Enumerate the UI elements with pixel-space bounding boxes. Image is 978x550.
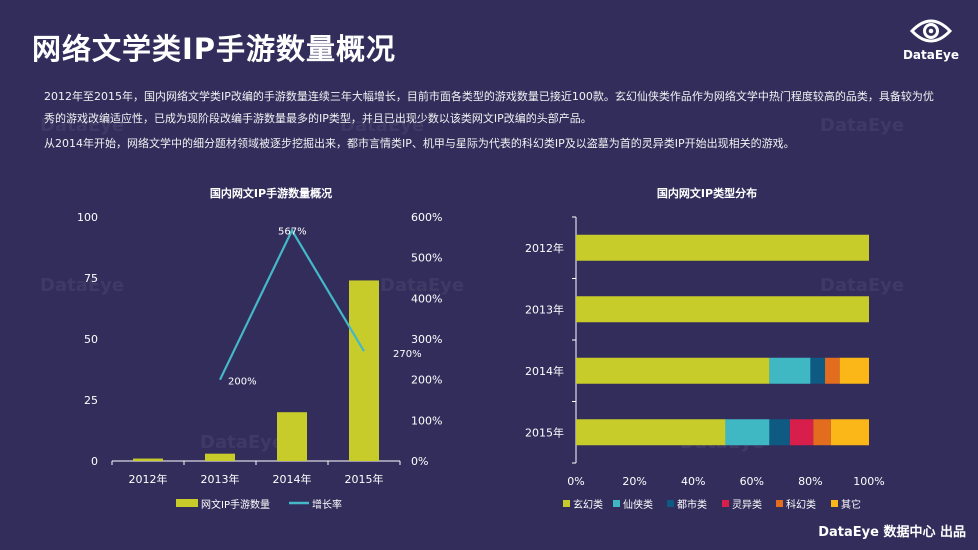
legend-swatch-xuanhuan [563, 500, 570, 507]
bar-segment-xuanhuan [576, 234, 869, 261]
legend-swatch-qita [831, 500, 838, 507]
bar-segment-xianxia [769, 357, 811, 384]
legend-label-game-count: 网文IP手游数量 [201, 498, 270, 511]
description-paragraph-1: 2012年至2015年，国内网络文学类IP改编的手游数量连续三年大幅增长，目前市… [44, 90, 934, 125]
bar-segment-xuanhuan [576, 357, 770, 384]
legend-swatch-xianxia [613, 500, 620, 507]
brand-logo: DataEye [896, 14, 966, 66]
legend-label-xianxia: 仙侠类 [623, 498, 653, 511]
legend-label-lingyi: 灵异类 [732, 498, 762, 511]
description-paragraph-2: 从2014年开始，网络文学中的细分题材领域被逐步挖掘出来，都市言情类IP、机甲与… [44, 137, 795, 150]
watermark: DataEye [40, 275, 125, 296]
bar-segment-xuanhuan [576, 296, 869, 323]
legend-label-xuanhuan: 玄幻类 [573, 498, 603, 511]
bar-segment-xianxia [725, 419, 770, 446]
y-left-tick-label: 75 [84, 272, 98, 285]
bar-game-count [277, 412, 307, 461]
bar-segment-xuanhuan [576, 419, 726, 446]
x-tick-label: 2012年 [129, 472, 168, 486]
x-tick-label: 2015年 [345, 472, 384, 486]
legend-label-dushi: 都市类 [677, 498, 707, 511]
y-left-tick-label: 50 [84, 333, 98, 346]
footer-credit: DataEye 数据中心 出品 [818, 525, 966, 540]
y-right-tick-label: 100% [411, 414, 442, 427]
bar-game-count [133, 458, 163, 461]
watermark: DataEye [820, 275, 905, 296]
x-tick-label: 100% [853, 475, 884, 488]
x-tick-label: 20% [622, 475, 646, 488]
y-right-tick-label: 500% [411, 252, 442, 265]
chart-title: 国内网文IP类型分布 [657, 186, 757, 200]
eye-icon [909, 19, 953, 43]
growth-rate-data-label: 567% [278, 226, 307, 237]
y-right-tick-label: 300% [411, 333, 442, 346]
line-growth-rate [219, 228, 365, 381]
bar-segment-kehuan [825, 357, 840, 384]
bar-segment-dushi [769, 419, 790, 446]
watermark: DataEye [340, 115, 425, 136]
y-tick-label: 2015年 [525, 425, 564, 439]
bar-segment-kehuan [813, 419, 831, 446]
description: 2012年至2015年，国内网络文学类IP改编的手游数量连续三年大幅增长，目前市… [44, 86, 944, 155]
watermark: DataEye [200, 432, 285, 453]
bar-game-count [349, 280, 379, 461]
bar-segment-lingyi [789, 419, 814, 446]
growth-rate-data-label: 200% [228, 377, 257, 388]
legend-label-growth-rate: 增长率 [312, 498, 342, 511]
brand-text: DataEye [902, 48, 960, 62]
watermark: DataEye [820, 115, 905, 136]
legend-swatch-kehuan [776, 500, 783, 507]
x-tick-label: 80% [798, 475, 822, 488]
legend-swatch-game-count [176, 499, 198, 507]
y-right-tick-label: 200% [411, 374, 442, 387]
growth-rate-data-label: 270% [393, 349, 422, 360]
bar-segment-qita [839, 357, 869, 384]
y-left-tick-label: 0 [91, 455, 98, 468]
legend-swatch-dushi [667, 500, 674, 507]
x-tick-label: 0% [567, 475, 584, 488]
chart-title: 国内网文IP手游数量概况 [210, 186, 332, 200]
x-tick-label: 2014年 [273, 472, 312, 486]
x-tick-label: 60% [740, 475, 764, 488]
bar-game-count [205, 453, 235, 461]
watermark: DataEye [380, 275, 465, 296]
y-right-tick-label: 400% [411, 292, 442, 305]
y-right-tick-label: 600% [411, 211, 442, 224]
watermark: DataEye [40, 115, 125, 136]
bar-segment-dushi [810, 357, 826, 384]
y-left-tick-label: 25 [84, 394, 98, 407]
y-left-tick-label: 100 [77, 211, 98, 224]
y-tick-label: 2014年 [525, 364, 564, 378]
x-tick-label: 2013年 [201, 472, 240, 486]
y-tick-label: 2013年 [525, 302, 564, 316]
legend-label-qita: 其它 [841, 498, 861, 511]
page-title: 网络文学类IP手游数量概况 [32, 32, 397, 66]
bar-segment-qita [830, 419, 869, 446]
x-tick-label: 40% [681, 475, 705, 488]
y-tick-label: 2012年 [525, 241, 564, 255]
legend-label-kehuan: 科幻类 [786, 498, 816, 511]
legend-swatch-lingyi [722, 500, 729, 507]
y-right-tick-label: 0% [411, 455, 428, 468]
